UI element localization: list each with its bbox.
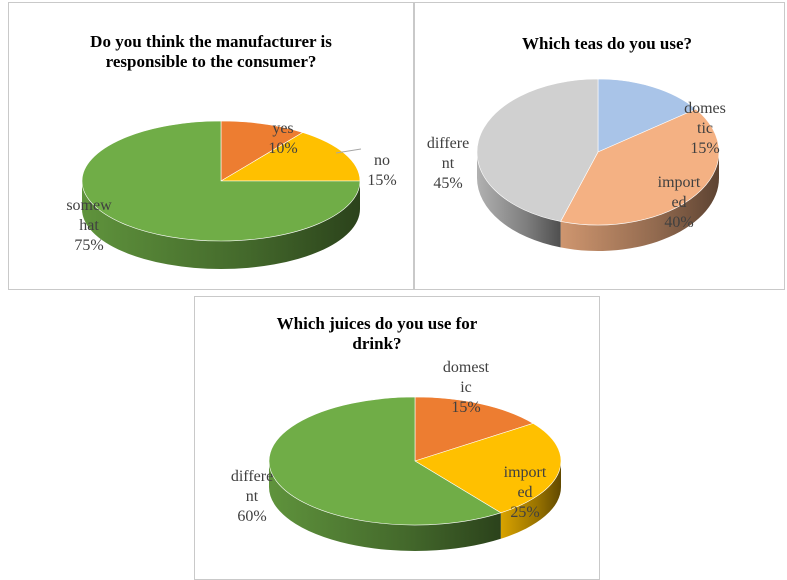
- pie-chart: [476, 78, 720, 251]
- pie-slice-side: [269, 461, 501, 551]
- pie-label-no: no 15%: [342, 151, 413, 191]
- pie-label-imported: import ed 40%: [639, 173, 719, 233]
- leader-line: [335, 148, 362, 154]
- pie-label-percent: 25%: [510, 504, 540, 521]
- pie-label-percent: 60%: [237, 508, 267, 525]
- pie-slice-different: [268, 396, 502, 526]
- pie-slice-different: [476, 78, 599, 222]
- chart-title-line: drink?: [352, 334, 402, 353]
- chart-panel-juices: Which juices do you use for drink? domes…: [194, 296, 600, 580]
- pie-label-text: no: [374, 152, 390, 169]
- pie-label-text: differe: [426, 135, 470, 152]
- pie-slice-somewhat: [81, 120, 361, 242]
- chart-panel-teas: Which teas do you use? domes tic 15% import…: [414, 2, 785, 290]
- pie-label-percent: 15%: [690, 140, 720, 157]
- pie-slice-domestic: [414, 396, 534, 462]
- pie-label-text: differe: [230, 468, 274, 485]
- pie-slice-imported: [414, 423, 562, 514]
- pie-chart: [268, 396, 562, 551]
- pie-label-yes: yes 10%: [243, 119, 323, 159]
- pie-label-text: ic: [460, 379, 472, 396]
- pie-slice-no: [219, 132, 361, 182]
- pie-label-different: differe nt 60%: [212, 467, 292, 527]
- chart-title-line: Which teas do you use?: [521, 34, 693, 53]
- chart-title-line: Do you think the manufacturer is: [90, 32, 332, 51]
- pie-label-text: ed: [671, 194, 687, 211]
- chart-panel-manufacturer: Do you think the manufacturer is respons…: [8, 2, 414, 290]
- pie-slice-side: [477, 152, 561, 248]
- chart-title: Which teas do you use?: [477, 34, 737, 54]
- pie-label-percent: 15%: [367, 172, 397, 189]
- pie-label-different: differe nt 45%: [415, 134, 488, 194]
- pie-slice-yes: [220, 120, 304, 182]
- pie-label-text: tic: [697, 120, 713, 137]
- pie-label-imported: import ed 25%: [485, 463, 565, 523]
- pie-label-text: domes: [684, 100, 726, 117]
- pie-label-text: yes: [272, 120, 294, 137]
- pie-label-somewhat: somew hat 75%: [49, 196, 129, 256]
- pie-label-text: somew: [66, 197, 112, 214]
- pie-slice-domestic: [597, 78, 697, 153]
- pie-label-percent: 45%: [433, 175, 463, 192]
- pie-slice-side: [500, 461, 561, 539]
- pie-label-percent: 40%: [664, 214, 694, 231]
- pie-label-text: domest: [442, 359, 490, 376]
- pie-slice-imported: [560, 108, 720, 226]
- pie-label-percent: 15%: [451, 399, 481, 416]
- pie-label-text: hat: [79, 217, 99, 234]
- pie-label-text: ed: [517, 484, 533, 501]
- pie-label-percent: 75%: [74, 237, 104, 254]
- pie-label-domestic: domest ic 15%: [426, 358, 506, 418]
- pie-label-text: nt: [245, 488, 259, 505]
- pie-chart: [81, 120, 362, 269]
- pie-slice-side: [560, 152, 719, 251]
- chart-title: Which juices do you use for drink?: [247, 314, 507, 354]
- chart-title: Do you think the manufacturer is respons…: [9, 32, 413, 72]
- pie-label-percent: 10%: [268, 140, 298, 157]
- chart-title-line: Which juices do you use for: [276, 314, 478, 333]
- pie-slice-side: [82, 181, 360, 269]
- pie-label-domestic: domes tic 15%: [665, 99, 745, 159]
- pie-label-text: import: [503, 464, 547, 481]
- chart-title-line: responsible to the consumer?: [105, 52, 317, 71]
- pie-label-text: import: [657, 174, 701, 191]
- pie-label-text: nt: [441, 155, 455, 172]
